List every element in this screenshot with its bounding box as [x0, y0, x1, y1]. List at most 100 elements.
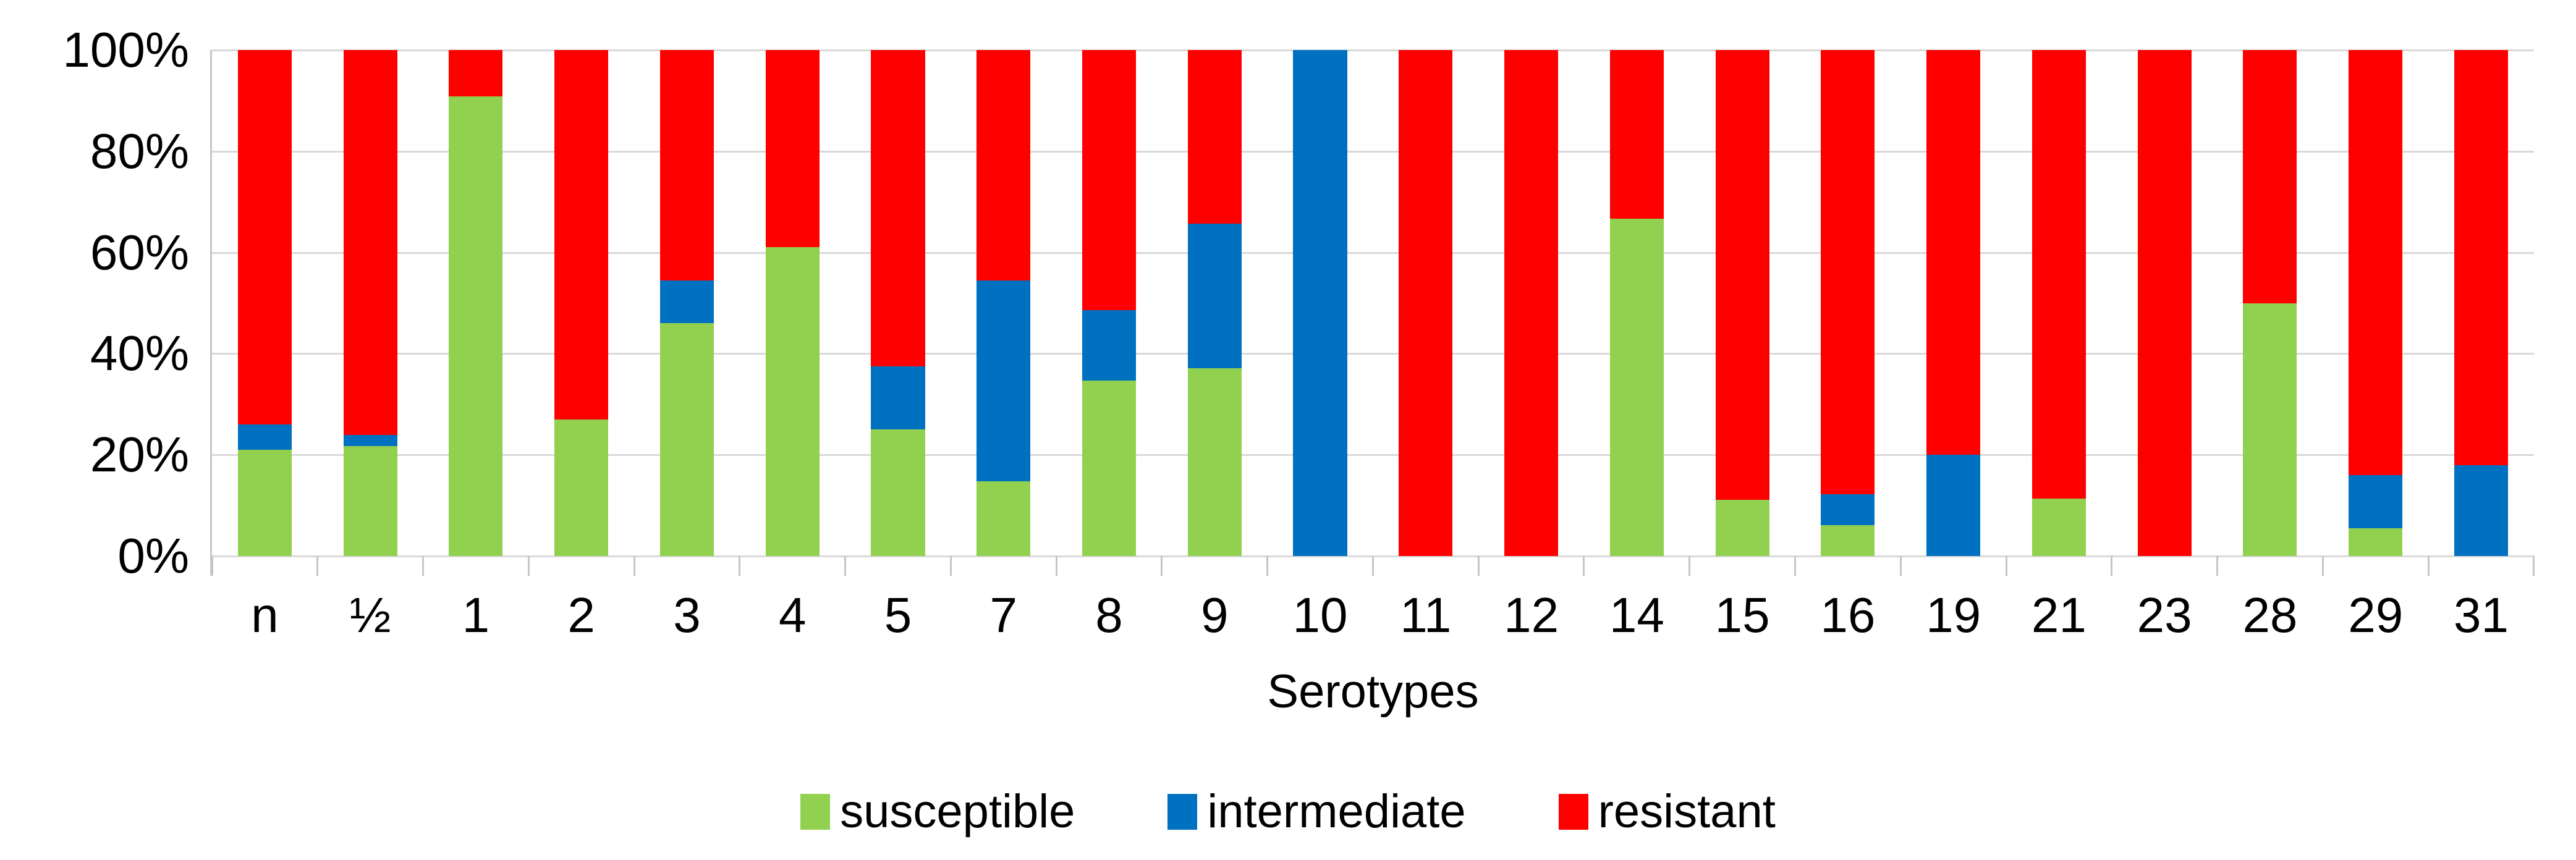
x-axis-tick-label: 29 [2348, 588, 2404, 643]
x-axis-tick-label: 28 [2242, 588, 2298, 643]
stacked-bar-14 [1609, 50, 1664, 556]
bar-segment-resistant [1399, 50, 1453, 556]
category-slot-29 [2321, 50, 2428, 576]
x-axis-tick-label: ½ [349, 588, 391, 643]
bar-segment-susceptible [2243, 303, 2297, 556]
bar-segment-resistant [1821, 50, 1875, 495]
stacked-bar-12 [1504, 50, 1559, 556]
x-axis-tick-label: 4 [778, 588, 807, 643]
x-axis-tick [1161, 556, 1163, 576]
stacked-bar-15 [1715, 50, 1769, 556]
category-slot-15 [1688, 50, 1795, 576]
x-axis-tick-label: 9 [1201, 588, 1229, 643]
category-slot-16 [1794, 50, 1900, 576]
bar-segment-intermediate [1293, 50, 1347, 556]
category-slot-31 [2427, 50, 2535, 576]
bar-segment-susceptible [1082, 380, 1137, 556]
bar-segment-intermediate [1082, 310, 1137, 381]
x-axis-tick [2216, 556, 2219, 576]
bar-segment-susceptible [237, 450, 292, 556]
bar-segment-susceptible [977, 481, 1031, 556]
stacked-bar-11 [1399, 50, 1453, 556]
category-slot-2 [527, 50, 634, 576]
category-slot-21 [2005, 50, 2112, 576]
y-axis-tick-label: 0% [117, 528, 189, 583]
legend: susceptible intermediate resistant [0, 788, 2576, 835]
x-axis-tick-label: 5 [884, 588, 912, 643]
bar-segment-intermediate [1926, 455, 1981, 556]
gridline-80 [212, 150, 2534, 153]
stacked-bar-4 [765, 50, 820, 556]
bar-segment-intermediate [659, 280, 714, 324]
bar-segment-resistant [2032, 50, 2086, 499]
bar-segment-resistant [977, 50, 1031, 280]
x-axis-tick [1266, 556, 1269, 576]
stacked-bar-16 [1821, 50, 1875, 556]
bar-segment-susceptible [1187, 368, 1242, 556]
x-axis-tick-label: 31 [2453, 588, 2509, 643]
x-axis-tick-label: 11 [1400, 588, 1452, 643]
y-axis-tick-label: 40% [90, 326, 189, 381]
stacked-bar-½ [343, 50, 397, 556]
x-axis-tick-label: 14 [1609, 588, 1664, 643]
stacked-bar-n [237, 50, 292, 556]
bar-segment-resistant [449, 50, 503, 96]
legend-swatch-susceptible [800, 794, 831, 830]
category-slot-10 [1266, 50, 1373, 576]
bar-segment-resistant [1187, 50, 1242, 224]
x-axis-tick-label: 3 [673, 588, 701, 643]
x-axis-title: Serotypes [1267, 665, 1479, 718]
x-axis-tick-label: 15 [1714, 588, 1770, 643]
x-axis-tick-label: 10 [1292, 588, 1348, 643]
stacked-bar-5 [871, 50, 925, 556]
y-axis-tick-label: 80% [90, 123, 189, 179]
legend-swatch-intermediate [1167, 794, 1198, 830]
bar-segment-susceptible [554, 419, 609, 556]
x-axis-tick [1794, 556, 1796, 576]
x-axis-tick-label: 23 [2137, 588, 2192, 643]
category-slot-4 [739, 50, 845, 576]
x-axis-tick-label: 1 [462, 588, 490, 643]
bar-segment-resistant [2454, 50, 2508, 465]
x-axis-tick [422, 556, 425, 576]
category-slot-7 [949, 50, 1056, 576]
bar-segment-resistant [1926, 50, 1981, 455]
x-axis-tick [1371, 556, 1374, 576]
bar-segment-susceptible [765, 247, 820, 556]
bar-segment-intermediate [871, 366, 925, 430]
gridline-20 [212, 454, 2534, 457]
stacked-bar-10 [1293, 50, 1347, 556]
stacked-bar-7 [977, 50, 1031, 556]
bar-segment-resistant [1082, 50, 1137, 310]
bar-segment-resistant [871, 50, 925, 366]
y-axis-tick-label: 60% [90, 224, 189, 280]
x-axis-tick-label: 12 [1504, 588, 1559, 643]
bar-segment-susceptible [1609, 218, 1664, 556]
x-axis-tick [2427, 556, 2430, 576]
bar-segment-susceptible [2349, 528, 2403, 556]
category-slot-n [211, 50, 318, 576]
bar-segment-resistant [1504, 50, 1559, 556]
stacked-bar-1 [449, 50, 503, 556]
legend-label: intermediate [1207, 785, 1466, 838]
category-slot-28 [2216, 50, 2323, 576]
gridline-60 [212, 251, 2534, 254]
x-axis-tick [2321, 556, 2324, 576]
bar-segment-intermediate [1187, 223, 1242, 369]
legend-item-resistant: resistant [1558, 788, 1776, 835]
category-slot-5 [844, 50, 951, 576]
x-axis-tick-label: 19 [1926, 588, 1981, 643]
y-axis-tick-label: 20% [90, 427, 189, 483]
y-axis-tick-label: 100% [62, 22, 189, 77]
category-slot-1 [422, 50, 529, 576]
stacked-bar-19 [1926, 50, 1981, 556]
bar-segment-resistant [659, 50, 714, 280]
stacked-bar-21 [2032, 50, 2086, 556]
x-axis-tick [316, 556, 319, 576]
x-axis-tick-label: 2 [567, 588, 595, 643]
x-axis-tick [1477, 556, 1480, 576]
legend-item-susceptible: susceptible [800, 788, 1075, 835]
stacked-bar-23 [2137, 50, 2192, 556]
stacked-bar-29 [2349, 50, 2403, 556]
bar-segment-resistant [765, 50, 820, 248]
